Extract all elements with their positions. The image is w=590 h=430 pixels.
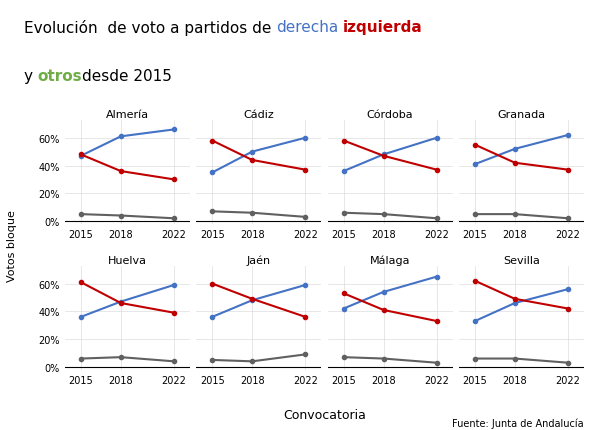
Title: Málaga: Málaga: [370, 255, 411, 265]
Text: izquierda: izquierda: [343, 21, 422, 35]
Title: Almería: Almería: [106, 110, 149, 120]
Title: Cádiz: Cádiz: [244, 110, 274, 120]
Text: otros: otros: [38, 69, 82, 84]
Title: Sevilla: Sevilla: [503, 255, 540, 265]
Title: Huelva: Huelva: [108, 255, 147, 265]
Text: Votos bloque: Votos bloque: [7, 209, 17, 281]
Text: y: y: [24, 69, 38, 84]
Title: Córdoba: Córdoba: [367, 110, 414, 120]
Title: Granada: Granada: [497, 110, 546, 120]
Text: Evolución  de voto a partidos de: Evolución de voto a partidos de: [24, 21, 276, 37]
Text: desde 2015: desde 2015: [82, 69, 172, 84]
Text: Fuente: Junta de Andalucía: Fuente: Junta de Andalucía: [453, 418, 584, 428]
Title: Jaén: Jaén: [247, 255, 271, 265]
Text: derecha: derecha: [276, 21, 338, 35]
Text: Convocatoria: Convocatoria: [283, 408, 366, 421]
